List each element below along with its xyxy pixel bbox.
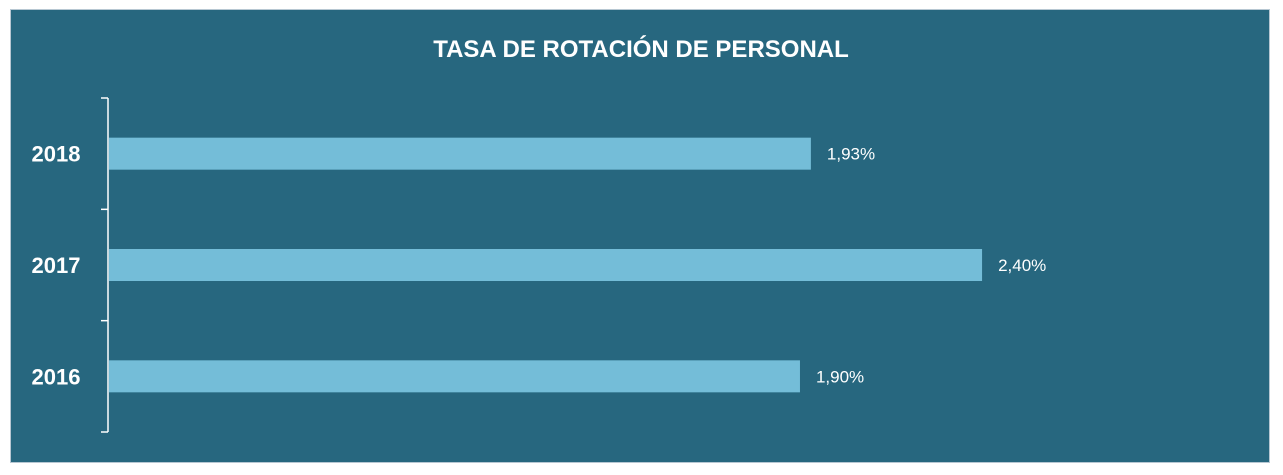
- chart-frame: [10, 9, 1270, 463]
- data-label-2017: 2,40%: [998, 256, 1046, 275]
- category-label-2018: 2018: [32, 142, 81, 167]
- data-label-2018: 1,93%: [827, 145, 875, 164]
- bar-2018: [109, 137, 811, 170]
- bar-2016: [109, 360, 800, 393]
- chart-background: [11, 10, 1269, 462]
- chart-title: TASA DE ROTACIÓN DE PERSONAL: [433, 35, 849, 63]
- data-label-2016: 1,90%: [816, 367, 864, 386]
- category-label-2016: 2016: [32, 364, 81, 389]
- category-label-2017: 2017: [32, 253, 81, 278]
- bar-2017: [109, 249, 983, 281]
